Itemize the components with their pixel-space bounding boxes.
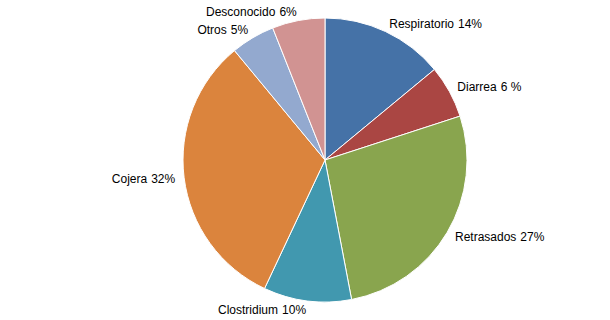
pie-slice (273, 18, 325, 160)
data-label: Otros 5% (197, 23, 248, 37)
slice-value: 27% (520, 230, 544, 244)
slice-value: 6 % (501, 80, 522, 94)
data-label: Respiratorio 14% (389, 17, 482, 31)
slice-value: 5% (231, 23, 249, 37)
slice-name: Cojera (112, 172, 148, 186)
slice-name: Desconocido (206, 5, 276, 19)
slice-name: Retrasados (455, 230, 516, 244)
pie (183, 18, 467, 302)
data-label: Desconocido6% (206, 5, 297, 19)
slice-value: 10% (282, 303, 306, 317)
data-label: Clostridium 10% (218, 303, 306, 317)
slice-name: Clostridium (218, 303, 278, 317)
data-label: Diarrea 6 % (457, 80, 521, 94)
slice-name: Respiratorio (389, 17, 454, 31)
slice-name: Diarrea (457, 80, 497, 94)
slice-value: 32% (151, 172, 175, 186)
slice-name: Otros (197, 23, 226, 37)
data-label: Cojera32% (112, 172, 176, 186)
slice-value: 14% (458, 17, 482, 31)
chart: Respiratorio 14% Diarrea 6 % Retrasados 27% Cl… (0, 0, 610, 320)
slice-value: 6% (279, 5, 297, 19)
data-labels: Respiratorio 14% Diarrea 6 % Retrasados 27% Cl… (112, 5, 545, 317)
data-label: Retrasados 27% (455, 230, 545, 244)
